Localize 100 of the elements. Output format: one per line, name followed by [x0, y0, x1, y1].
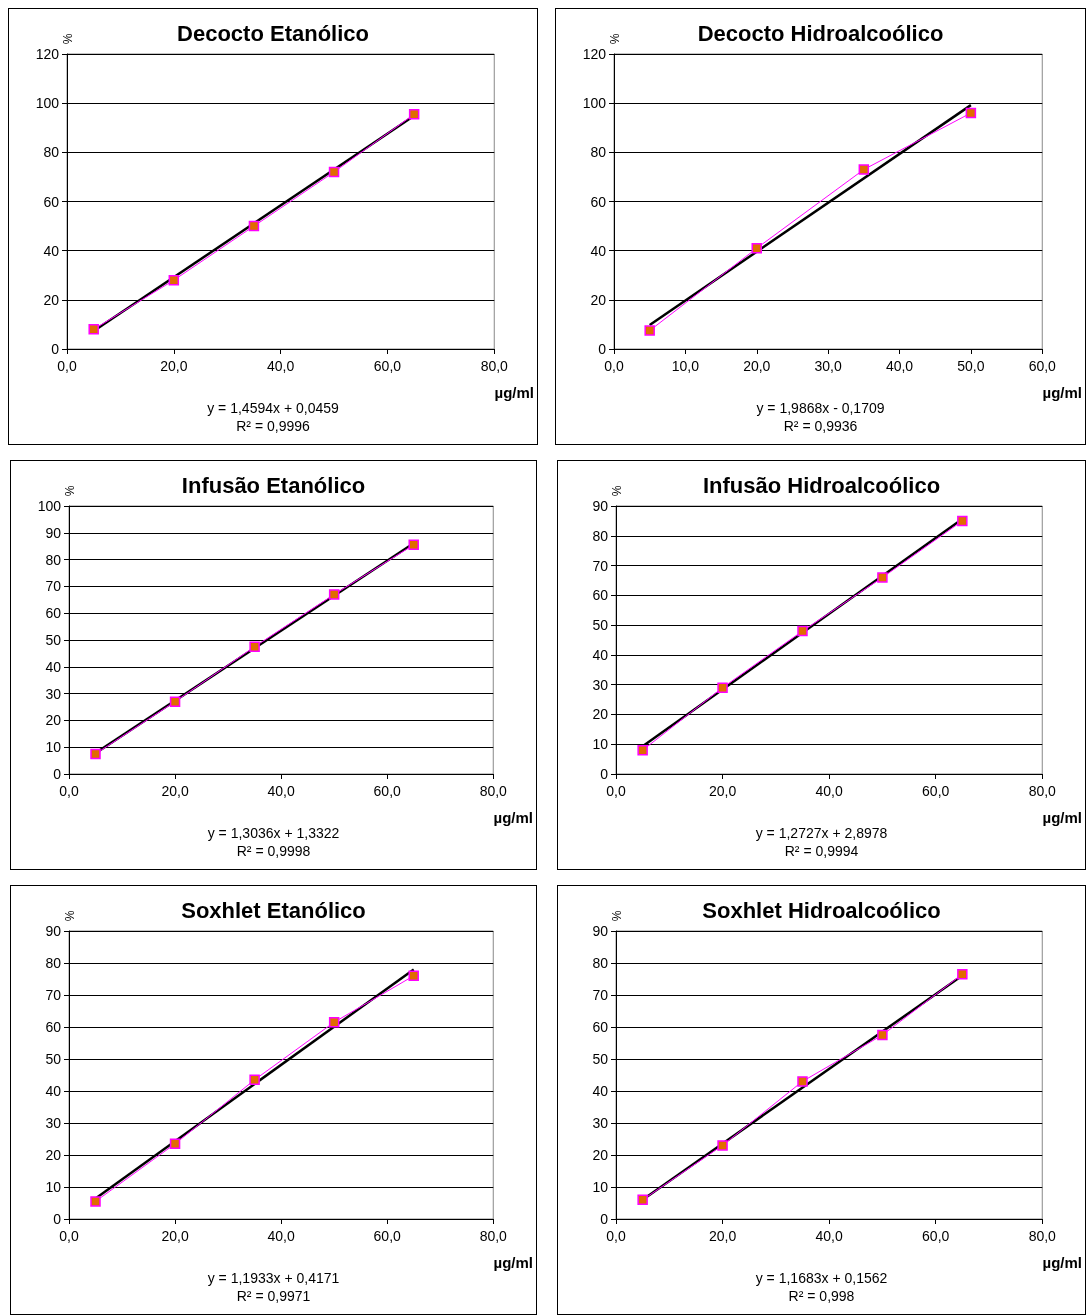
point	[877, 572, 888, 583]
text: R² = 0,9996	[236, 418, 310, 434]
y-tick-label: 0	[53, 1211, 62, 1227]
point	[957, 515, 968, 527]
y-tick-label: 90	[592, 923, 609, 939]
x-tick-label: 0,0	[59, 783, 79, 799]
point	[328, 589, 340, 600]
x-tick-label: 0,0	[604, 358, 624, 374]
point	[965, 107, 977, 119]
y-tick-label: 60	[45, 605, 62, 622]
x-axis-title: µg/ml	[1042, 809, 1082, 826]
y-tick-label: 0	[598, 341, 607, 357]
x-tick-label: 30,0	[814, 358, 842, 374]
y-tick-label: 30	[592, 1115, 609, 1131]
y-tick-label: 60	[43, 193, 60, 210]
x-tick-label: 60,0	[373, 1228, 402, 1244]
x-tick-label: 20,0	[161, 1228, 189, 1244]
y-tick-label: 100	[35, 95, 60, 112]
y-tick-label: 80	[592, 527, 609, 544]
x-tick-label: 20,0	[161, 783, 189, 799]
y-tick-label: 0	[600, 1211, 609, 1227]
y-tick-label: 100	[582, 95, 607, 112]
x-tick-label: 0,0	[59, 1228, 79, 1244]
x-axis-title: µg/ml	[493, 809, 533, 826]
y-tick-label: 40	[592, 646, 609, 663]
chart-title: Decocto Hidroalcoólico	[697, 20, 944, 46]
point	[637, 744, 648, 756]
x-tick-label: 60,0	[922, 1228, 950, 1244]
x-tick-label: 60,0	[373, 358, 402, 374]
point	[248, 220, 260, 232]
y-tick-label: 40	[43, 242, 60, 259]
y-tick-label: 20	[592, 1147, 609, 1163]
y-tick-label: 120	[35, 46, 60, 62]
y-tick-label: 0	[600, 766, 609, 782]
point	[88, 324, 99, 335]
point	[797, 1076, 808, 1087]
point	[408, 970, 419, 982]
y-axis-title: %	[62, 485, 76, 497]
x-tick-label: 80,0	[1028, 783, 1057, 799]
point	[169, 696, 181, 707]
x-tick-label: 20,0	[708, 1228, 737, 1244]
y-tick-label: 30	[45, 685, 62, 702]
y-tick-label: 50	[45, 1051, 62, 1067]
point	[249, 641, 260, 652]
y-tick-label: 60	[45, 1019, 62, 1035]
y-tick-label: 40	[45, 658, 62, 675]
x-axis-title: µg/ml	[1042, 384, 1082, 401]
y-tick-label: 40	[592, 1083, 609, 1099]
y-axis-title: %	[62, 910, 76, 922]
point	[90, 1196, 101, 1207]
x-tick-label: 0,0	[606, 783, 626, 799]
y-tick-label: 10	[592, 1179, 609, 1195]
y-tick-label: 90	[592, 498, 609, 514]
point	[717, 682, 728, 693]
y-tick-label: 40	[590, 242, 607, 259]
y-tick-label: 70	[45, 987, 62, 1003]
point	[168, 274, 180, 286]
point	[644, 325, 655, 336]
point	[408, 539, 419, 551]
point	[858, 164, 870, 175]
x-axis-title: µg/ml	[493, 1254, 533, 1271]
y-tick-label: 90	[45, 923, 62, 939]
y-tick-label: 20	[590, 291, 607, 308]
x-tick-label: 20,0	[708, 783, 737, 799]
x-axis-title: µg/ml	[1042, 1254, 1082, 1271]
y-tick-label: 80	[45, 955, 62, 971]
y-tick-label: 40	[45, 1083, 62, 1099]
y-tick-label: 20	[45, 712, 62, 729]
y-tick-label: 0	[53, 766, 62, 782]
y-axis-title: %	[607, 33, 621, 45]
y-tick-label: 60	[592, 587, 609, 604]
point	[328, 166, 340, 178]
y-tick-label: 10	[45, 1179, 62, 1195]
y-axis-title: %	[609, 910, 623, 922]
y-tick-label: 50	[592, 617, 609, 634]
x-tick-label: 50,0	[957, 358, 985, 374]
x-tick-label: 0,0	[57, 358, 77, 374]
x-tick-label: 0,0	[606, 1228, 626, 1244]
text: y = 1,1683x + 0,1562	[755, 1270, 888, 1286]
y-axis-title: %	[609, 485, 623, 497]
y-tick-label: 10	[45, 739, 62, 756]
x-tick-label: 20,0	[743, 358, 771, 374]
x-tick-label: 40,0	[815, 1228, 843, 1244]
text: y = 1,2727x + 2,8978	[755, 825, 888, 841]
x-tick-label: 40,0	[885, 358, 914, 374]
y-axis-title: %	[60, 33, 74, 45]
point	[408, 108, 420, 120]
y-tick-label: 20	[43, 291, 60, 308]
text: R² = 0,9936	[783, 418, 858, 434]
x-axis-title: µg/ml	[494, 384, 534, 401]
x-tick-label: 10,0	[671, 358, 700, 374]
y-tick-label: 50	[592, 1051, 609, 1067]
y-tick-label: 10	[592, 736, 609, 753]
text: R² = 0,9971	[236, 1288, 311, 1304]
y-tick-label: 20	[45, 1147, 62, 1163]
y-tick-label: 30	[45, 1115, 62, 1131]
y-tick-label: 70	[45, 578, 62, 595]
y-tick-label: 120	[582, 46, 607, 62]
chart-title: Soxhlet Hidroalcoólico	[702, 897, 941, 923]
x-tick-label: 80,0	[480, 358, 509, 374]
